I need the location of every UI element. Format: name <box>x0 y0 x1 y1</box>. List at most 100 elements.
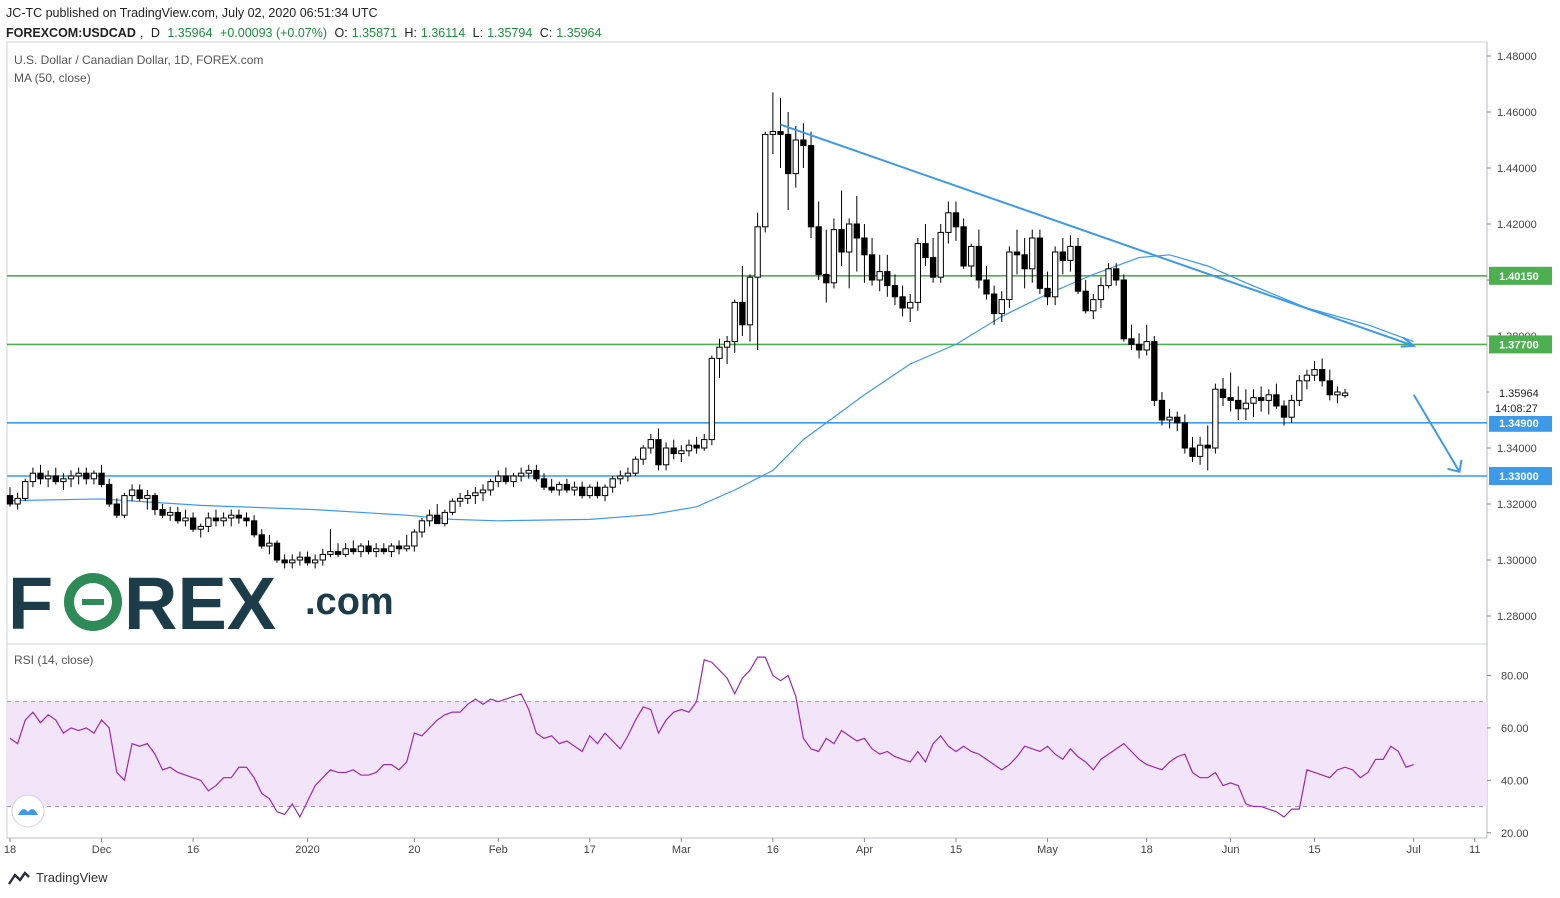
price-tick-label: 1.46000 <box>1497 107 1537 119</box>
projection-arrow <box>1412 394 1461 473</box>
candle-body <box>1128 338 1135 345</box>
rsi-line <box>9 656 1414 819</box>
candle <box>914 238 922 311</box>
candle <box>1341 388 1349 398</box>
candle-body <box>1303 374 1311 382</box>
candle <box>899 285 906 317</box>
candle <box>983 266 990 300</box>
candle-body <box>90 472 98 480</box>
candle-body <box>1105 268 1112 287</box>
candle-body <box>1082 290 1089 312</box>
candle-body <box>403 545 410 550</box>
candle <box>701 434 708 451</box>
candle-body <box>273 542 281 561</box>
level-badge <box>1489 266 1552 285</box>
candle-body <box>1318 369 1326 382</box>
candle <box>990 285 998 325</box>
candle-body <box>1280 405 1288 418</box>
time-tick-label: 15 <box>950 844 962 856</box>
candle <box>868 238 876 286</box>
candle-body <box>899 296 906 309</box>
rsi-band <box>7 701 1487 807</box>
publish-line: JC-TC published on TradingView.com, July… <box>6 3 605 23</box>
candle-body <box>357 545 365 553</box>
tradingview-footer[interactable]: TradingView <box>8 870 108 885</box>
candle-body <box>235 514 243 519</box>
candle <box>517 467 525 482</box>
candle-body <box>838 229 845 253</box>
rsi-legend: RSI (14, close) <box>14 653 93 667</box>
candle-body <box>1204 444 1211 449</box>
candle-body <box>922 243 929 259</box>
candle <box>1067 235 1074 272</box>
time-tick-label: 16 <box>767 844 779 856</box>
candle <box>1059 238 1066 275</box>
candle-body <box>106 483 113 505</box>
candle-body <box>1288 399 1295 418</box>
candle <box>952 201 960 241</box>
candle-body <box>98 472 105 485</box>
candle <box>655 428 662 471</box>
candle <box>929 238 937 283</box>
candle-body <box>739 301 746 326</box>
candle-body <box>1013 251 1021 256</box>
candle-body <box>128 489 136 497</box>
candle <box>510 473 517 488</box>
candle-body <box>968 245 975 267</box>
rsi-tick-label: 60.00 <box>1501 723 1529 735</box>
candle <box>1166 408 1173 429</box>
candle <box>907 294 914 322</box>
candle-body <box>258 534 265 547</box>
symbol-label[interactable]: FOREXCOM:USDCAD <box>6 26 136 40</box>
candle <box>830 218 838 289</box>
time-tick-label: 18 <box>1141 844 1153 856</box>
high-label: H: <box>404 26 417 40</box>
candle-body <box>891 285 899 298</box>
candle-body <box>853 223 860 239</box>
level-badge-label: 1.37700 <box>1499 339 1539 351</box>
trend-drawings <box>780 123 1463 474</box>
candle-body <box>1051 251 1059 298</box>
candle <box>784 112 792 210</box>
candle <box>922 224 929 266</box>
candle <box>1235 386 1242 420</box>
candle <box>670 439 677 460</box>
candle <box>937 224 944 283</box>
candle-body <box>510 475 517 483</box>
candle-body <box>731 301 738 343</box>
interval-label[interactable]: D <box>150 26 160 40</box>
time-tick-label: 18 <box>4 844 16 856</box>
candle-body <box>37 472 44 480</box>
chart-settings-button[interactable] <box>11 794 45 828</box>
candle-body <box>44 475 52 480</box>
candle <box>29 467 37 488</box>
candle-body <box>434 514 441 525</box>
last-price-badge <box>1489 384 1552 417</box>
candle-body <box>556 483 563 491</box>
candle <box>762 131 769 233</box>
candle-body <box>952 212 960 228</box>
candle-body <box>945 212 952 233</box>
candle-body <box>1174 416 1181 424</box>
candle-body <box>624 472 632 477</box>
candle-body <box>1158 399 1166 421</box>
candle <box>1006 246 1013 308</box>
candle <box>106 478 113 507</box>
candle <box>159 504 166 518</box>
candle <box>128 484 136 502</box>
candle <box>6 487 14 507</box>
candle <box>67 470 75 488</box>
price-tick-label: 1.28000 <box>1497 611 1537 623</box>
publisher-name[interactable]: JC-TC <box>6 6 43 20</box>
candle-body <box>1059 251 1066 261</box>
candle-body <box>907 301 914 309</box>
candle <box>960 218 967 269</box>
price-badges: 1.40150 1.37700 1.34900 1.33000 1.35964 14:08… <box>1489 266 1552 485</box>
candle <box>182 509 189 527</box>
candle-body <box>83 472 90 480</box>
level-badge-label: 1.40150 <box>1499 271 1539 283</box>
candle <box>44 470 52 488</box>
ma-legend: MA (50, close) <box>14 71 91 85</box>
candle-body <box>441 511 449 525</box>
